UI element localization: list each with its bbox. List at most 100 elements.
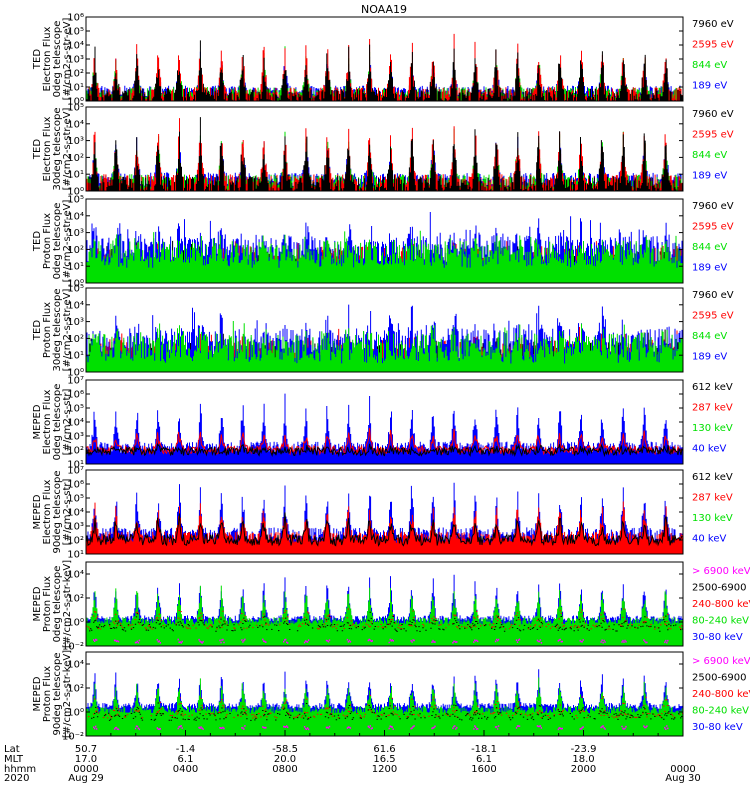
panel-frame [85,287,684,373]
y-tick-label: 10⁰ [67,618,84,629]
y-tick-label: 10¹ [67,262,84,273]
y-axis-label-line: Electron Flux [42,26,53,91]
series-marks [85,393,683,464]
y-tick-label: 10⁰ [67,708,84,719]
panel-7-series-red [86,608,683,630]
y-axis-label-line: 30deg telescope [52,288,63,371]
legend-entry: 30-80 keV [692,632,743,643]
y-tick-label: 10⁵ [67,404,84,415]
series-marks [89,611,684,632]
x-row-label: 2020 [4,773,29,784]
y-tick-label: 10² [67,536,84,547]
panel-8: 10⁻² 10⁰ 10² 10⁴ MEPED Proton Flux 90deg teles… [32,650,750,743]
y-axis-label-line: Electron Flux [42,479,53,544]
y-tick-label: 10⁵ [67,103,84,114]
panel-frame [85,561,684,647]
legend-entry: 189 eV [692,171,727,182]
legend-entry: 2500-6900 [692,673,747,684]
y-tick-label: 10³ [67,55,84,66]
legend-entry: 30-80 keV [692,722,743,733]
y-tick-label: 10⁰ [67,368,84,379]
legend-entry: 240-800 keV [692,599,750,610]
x-tick-label: -58.5 [272,744,298,755]
y-axis-label-line: [#/cm2-s-str-keV] [62,650,73,738]
series-marks [93,725,669,731]
panel-2: 10⁰ 10¹ 10² 10³ 10⁴ 10⁵ TED Electron Flux 30deg … [32,103,734,198]
legend-entry: 7960 eV [692,109,734,120]
x-tick-label: Aug 30 [665,773,700,784]
panel-6-series-black [85,512,683,547]
x-tick-label: 0000 [670,764,695,775]
panel-7-series-green [85,585,683,646]
legend-entry: 40 keV [692,534,726,545]
x-tick-label: 1600 [471,764,496,775]
y-tick-label: 10⁶ [67,480,84,491]
x-row-label: MLT [4,754,24,765]
y-tick-label: 10⁴ [67,508,84,519]
y-axis-label-line: MEPED [32,494,43,529]
legend-entry: > 6900 keV [692,656,750,667]
x-tick-label: -18.1 [471,744,497,755]
panel-5-series-black [85,443,683,458]
y-tick-label: 10⁴ [67,570,84,581]
legend-entry: 612 keV [692,382,733,393]
x-tick-label: 0000 [73,764,98,775]
y-tick-label: 10² [67,684,84,695]
x-row-label: Lat [4,744,20,755]
y-axis-label-line: Electron Flux [42,116,53,181]
x-row-label: hhmm [4,764,36,775]
y-tick-label: 10² [67,594,84,605]
y-tick-label: 10⁷ [67,466,84,477]
y-tick-label: 10⁴ [67,300,84,311]
panel-frame [85,198,684,284]
legend-entry: 844 eV [692,242,727,253]
y-axis-label-line: MEPED [32,404,43,439]
panel-7: 10⁻² 10⁰ 10² 10⁴ MEPED Proton Flux 0deg telesc… [32,560,750,653]
y-tick-label: 10³ [67,228,84,239]
legend-entry: 80-240 keV [692,706,749,717]
chart-title: NOAA19 [361,3,407,16]
y-axis-label-line: TED [32,231,43,252]
legend-entry: 130 keV [692,423,733,434]
y-axis-label-line: [#/cm2-s-str] [62,478,73,545]
y-axis-label-line: Proton Flux [42,302,53,358]
x-tick-label: 0800 [272,764,297,775]
x-tick-label: 61.6 [373,744,395,755]
panel-5-series-blue [85,393,683,464]
y-axis-label-line: [#/cm2-s-str] [62,388,73,455]
legend-entry: 189 eV [692,81,727,92]
y-tick-label: 10⁶ [67,390,84,401]
y-tick-label: 10¹ [67,351,84,362]
y-tick-label: 10⁰ [67,279,84,290]
y-axis-label-line: Proton Flux [42,666,53,722]
y-axis-label-line: MEPED [32,586,43,621]
panel-6: 10¹ 10² 10³ 10⁴ 10⁵ 10⁶ 10⁷ MEPED Electron Flux 9… [32,466,733,561]
y-axis-label-line: 90deg telescope [52,470,63,553]
legend-entry: 80-240 keV [692,616,749,627]
legend-entry: 2595 eV [692,130,734,141]
legend-entry: 287 keV [692,493,733,504]
y-axis-label-line: [#/cm2-s-str-eV] [62,18,73,101]
series-marks [91,702,683,721]
x-tick-label: Aug 29 [68,773,103,784]
x-tick-label: 50.7 [75,744,97,755]
panel-7-series-black [89,611,684,632]
legend-entry: 844 eV [692,60,727,71]
y-axis-label-line: TED [32,139,43,160]
y-tick-label: 10¹ [67,460,84,471]
legend-entry: 2595 eV [692,40,734,51]
y-tick-label: 10¹ [67,83,84,94]
y-tick-label: 10³ [67,432,84,443]
series-marks [93,638,669,644]
y-axis-label-line: [#/cm2-s-str-eV] [62,289,73,372]
y-tick-label: 10⁰ [67,97,84,108]
legend-entry: 7960 eV [692,201,734,212]
legend-entry: 844 eV [692,331,727,342]
legend-entry: 240-800 keV [692,689,750,700]
y-tick-label: 10² [67,153,84,164]
x-tick-label: -23.9 [571,744,597,755]
y-axis-label-line: [#/cm2-s-str-eV] [62,108,73,191]
y-tick-label: 10² [67,446,84,457]
